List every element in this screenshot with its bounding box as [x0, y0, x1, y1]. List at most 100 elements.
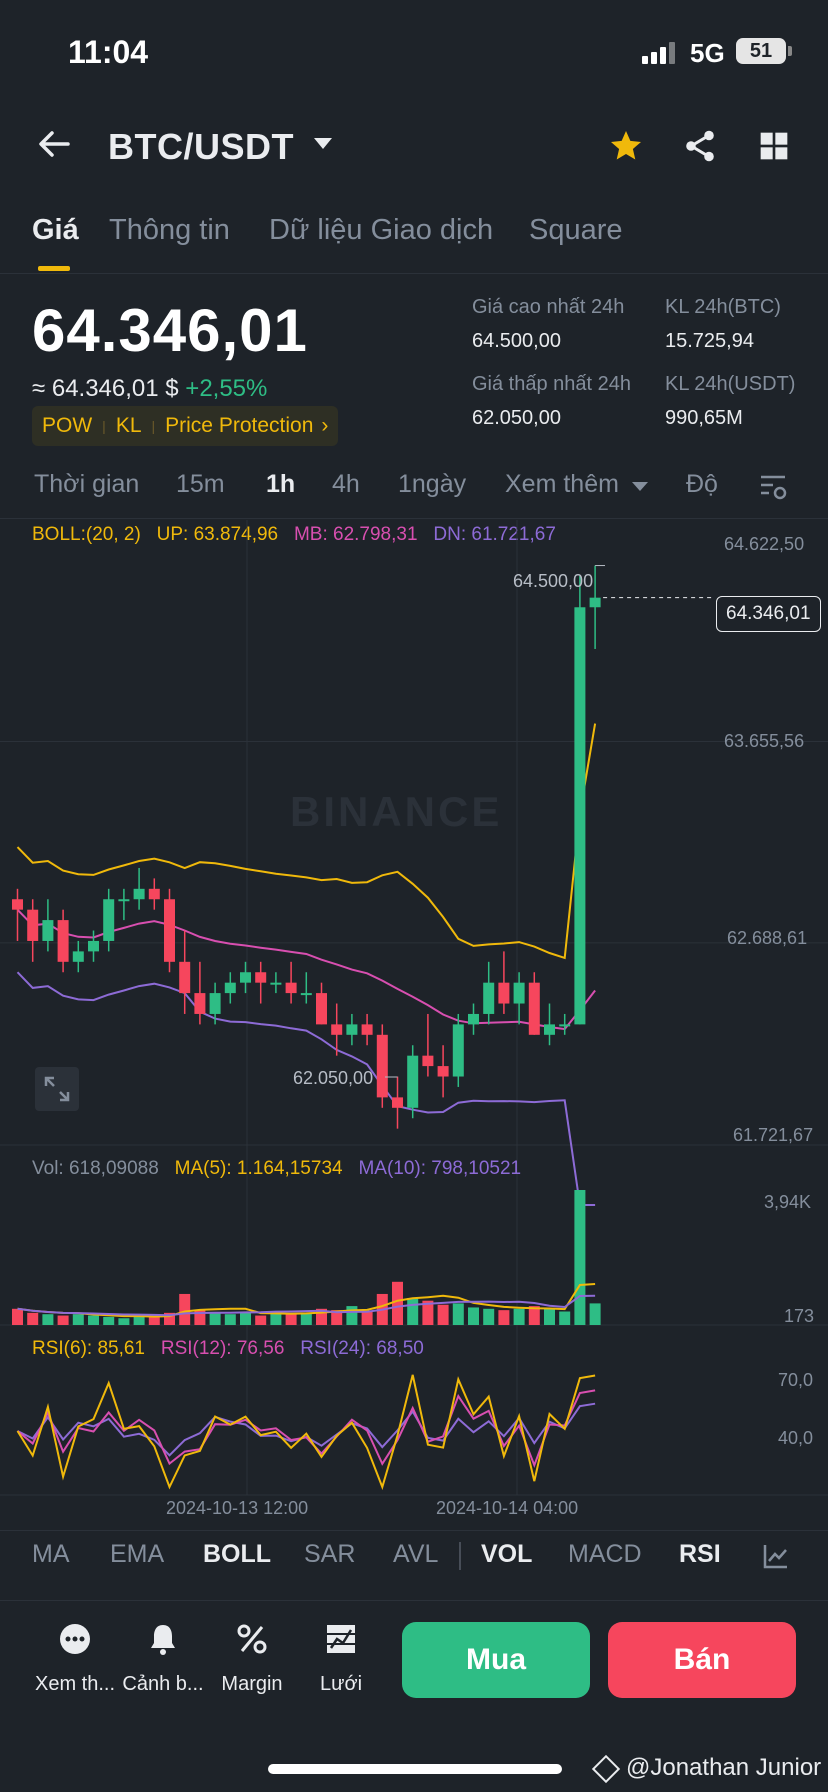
boll-upper-line [16, 723, 597, 960]
candle-body [133, 888, 145, 900]
candle-body [88, 940, 99, 952]
y-axis-label: 63.655,56 [724, 731, 805, 751]
signal-icon [642, 42, 678, 64]
rsi-legend: RSI(6): 85,61 RSI(12): 76,56 RSI(24): 68… [32, 1338, 424, 1360]
volume-bar [361, 1311, 373, 1325]
candle-body [209, 993, 221, 1014]
candle-body [255, 972, 267, 983]
vol-value: Vol: 618,09088 [32, 1158, 159, 1179]
volume-bar [179, 1293, 191, 1325]
buy-button[interactable]: Mua [402, 1622, 590, 1698]
interval-time[interactable]: Thời gian [34, 470, 140, 498]
volume-ma5-line [17, 1283, 596, 1318]
volume-bar [437, 1304, 449, 1325]
candle-body [361, 1024, 373, 1035]
interval-depth[interactable]: Độ [686, 470, 718, 498]
volume-bar [270, 1311, 282, 1325]
vol-axis-bottom: 173 [784, 1306, 815, 1326]
alert-button[interactable]: Cảnh b... [118, 1622, 208, 1696]
y-axis-label: 61.721,67 [733, 1125, 814, 1145]
volume-bar [452, 1303, 464, 1325]
volume-bar [88, 1315, 99, 1325]
volume-bar [316, 1308, 327, 1325]
boll-params: BOLL:(20, 2) [32, 524, 141, 545]
candle-body [42, 920, 54, 941]
back-arrow-icon[interactable] [36, 126, 72, 162]
volume-bar [483, 1308, 495, 1325]
candle-body [544, 1024, 555, 1035]
volume-bar [57, 1315, 69, 1325]
volume-bar [194, 1310, 206, 1325]
chevron-down-icon[interactable] [314, 138, 332, 149]
tab-info[interactable]: Thông tin [109, 214, 230, 246]
pair-title[interactable]: BTC/USDT [108, 126, 294, 167]
interval-15m[interactable]: 15m [176, 470, 225, 498]
volume-bar [544, 1308, 555, 1325]
volume-bar [574, 1190, 586, 1325]
interval-bar: Thời gian 15m 1h 4h 1ngày Xem thêm Độ [0, 470, 828, 510]
tag-strip[interactable]: POW | KL | Price Protection › [32, 406, 339, 446]
tab-trading-data[interactable]: Dữ liệu Giao dịch [269, 214, 494, 246]
sell-button[interactable]: Bán [608, 1622, 796, 1698]
tab-price[interactable]: Giá [32, 214, 79, 246]
grid-trading-button[interactable]: Lưới [296, 1622, 386, 1696]
indicator-ema[interactable]: EMA [110, 1540, 165, 1568]
rsi6-value: RSI(6): 85,61 [32, 1338, 145, 1359]
interval-1d[interactable]: 1ngày [398, 470, 467, 498]
volume-bar [346, 1306, 358, 1325]
indicator-vol[interactable]: VOL [481, 1540, 533, 1568]
price-change: +2,55% [185, 375, 268, 402]
chart-settings-icon[interactable] [758, 472, 788, 502]
more-action-button[interactable]: Xem th... [30, 1622, 120, 1696]
indicator-rsi[interactable]: RSI [679, 1540, 721, 1568]
candle-body [452, 1024, 464, 1077]
rsi12-line [16, 1389, 596, 1469]
expand-icon[interactable] [34, 1066, 80, 1112]
volume-bar [559, 1311, 571, 1325]
star-icon[interactable] [608, 128, 644, 164]
diamond-icon [591, 1754, 621, 1783]
boll-legend: BOLL:(20, 2) UP: 63.874,96 MB: 62.798,31… [32, 524, 556, 546]
indicator-boll[interactable]: BOLL [203, 1540, 272, 1568]
candle-body [422, 1055, 434, 1067]
candle-body [194, 993, 206, 1014]
volume-bar [148, 1316, 160, 1325]
margin-button[interactable]: Margin [207, 1622, 297, 1696]
volume-bar [498, 1310, 510, 1325]
rsi-axis-40: 40,0 [778, 1428, 814, 1448]
indicator-settings-icon[interactable] [762, 1542, 790, 1570]
volume-bar [300, 1312, 312, 1325]
volume-bar [589, 1303, 601, 1325]
candle-body [331, 1024, 343, 1035]
binance-watermark: BINANCE [290, 788, 503, 835]
vol-usdt-value: 990,65M [665, 407, 743, 429]
vol-btc-value: 15.725,94 [665, 330, 754, 352]
interval-1h[interactable]: 1h [266, 470, 296, 498]
indicator-ma[interactable]: MA [32, 1540, 70, 1568]
divider [0, 273, 828, 274]
candle-body [300, 993, 312, 996]
interval-more[interactable]: Xem thêm [505, 470, 619, 498]
share-icon[interactable] [682, 128, 718, 164]
price-chart[interactable] [0, 520, 828, 1550]
tab-square[interactable]: Square [529, 214, 623, 246]
volume-legend: Vol: 618,09088 MA(5): 1.164,15734 MA(10)… [32, 1158, 521, 1180]
candle-body [148, 888, 160, 900]
indicator-sar[interactable]: SAR [304, 1540, 356, 1568]
tag-kl: KL [115, 414, 142, 437]
candle-body [483, 982, 495, 1014]
indicator-macd[interactable]: MACD [568, 1540, 642, 1568]
indicator-avl[interactable]: AVL [393, 1540, 439, 1568]
grid-icon[interactable] [758, 130, 790, 162]
grid-label: Lưới [319, 1673, 363, 1695]
candle-body [559, 1024, 571, 1027]
tab-bar: Giá Thông tin Dữ liệu Giao dịch Square [0, 214, 828, 270]
interval-4h[interactable]: 4h [332, 470, 360, 498]
approx-price: ≈ 64.346,01 $ [32, 375, 179, 402]
more-action-label: Xem th... [34, 1673, 116, 1695]
boll-dn: DN: 61.721,67 [433, 524, 556, 545]
vol-ma10: MA(10): 798,10521 [358, 1158, 522, 1179]
volume-bar [164, 1312, 175, 1325]
divider [0, 1530, 828, 1531]
candle-body [498, 982, 510, 1004]
